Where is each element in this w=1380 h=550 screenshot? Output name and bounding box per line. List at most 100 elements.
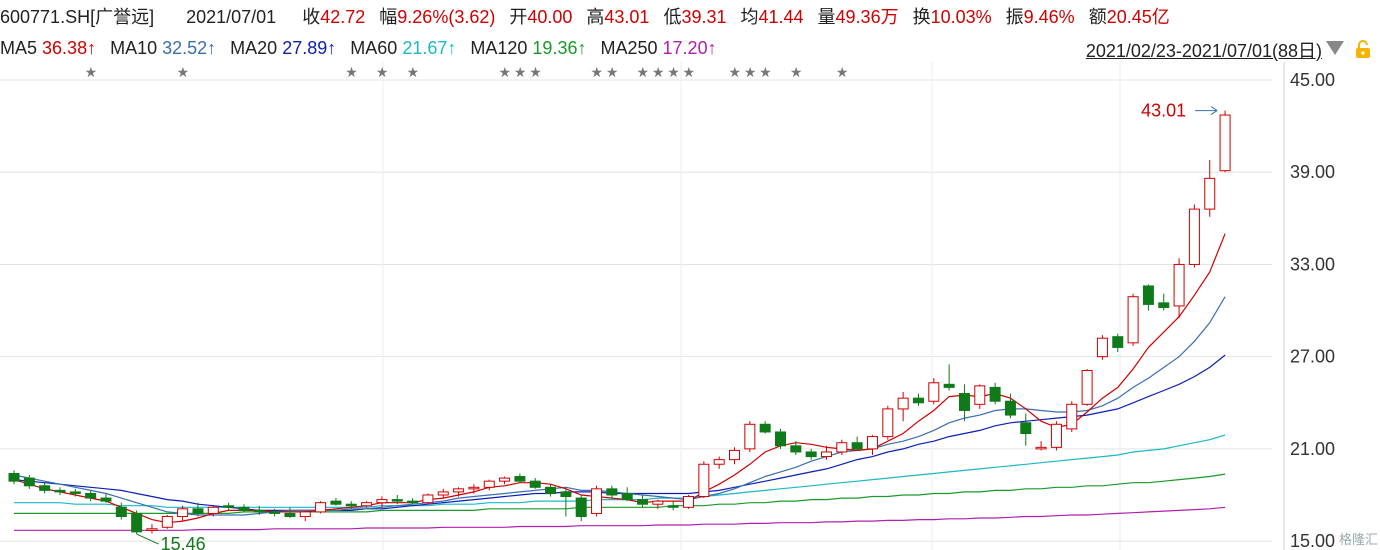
candle[interactable]: [146, 528, 158, 531]
candle[interactable]: [69, 491, 81, 494]
candle[interactable]: [698, 463, 710, 498]
candle[interactable]: [161, 516, 173, 528]
candle[interactable]: [115, 506, 127, 518]
candle[interactable]: [943, 383, 955, 388]
candle[interactable]: [391, 499, 403, 502]
candle[interactable]: [23, 477, 35, 487]
star-marker-icon: ★: [683, 64, 696, 80]
quote-field-label: 收: [302, 7, 321, 27]
candle[interactable]: [361, 502, 373, 507]
candle[interactable]: [974, 385, 986, 405]
candle[interactable]: [1173, 263, 1185, 307]
candle[interactable]: [192, 508, 204, 514]
candle[interactable]: [315, 502, 327, 513]
candle[interactable]: [560, 491, 572, 498]
date-range-selector[interactable]: 2021/02/23-2021/07/01(88日): [1085, 41, 1322, 61]
candle[interactable]: [637, 499, 649, 505]
candle[interactable]: [207, 506, 219, 514]
candle[interactable]: [422, 494, 434, 504]
candle[interactable]: [1142, 285, 1154, 305]
star-marker-icon: ★: [499, 64, 512, 80]
candle[interactable]: [744, 423, 756, 450]
candle[interactable]: [177, 508, 189, 518]
candle[interactable]: [1158, 302, 1170, 308]
candle[interactable]: [1050, 423, 1062, 448]
candle[interactable]: [468, 486, 480, 490]
candle[interactable]: [85, 492, 97, 499]
candle[interactable]: [376, 499, 388, 504]
candle[interactable]: [253, 509, 265, 513]
candle[interactable]: [437, 491, 449, 496]
lock-icon[interactable]: [1354, 40, 1372, 58]
candle[interactable]: [1188, 208, 1200, 265]
candle[interactable]: [514, 476, 526, 482]
star-marker-icon: ★: [376, 64, 389, 80]
ma-legend-item[interactable]: MA20 27.89↑: [230, 38, 336, 58]
stock-symbol[interactable]: 600771.SH[广誉远]: [0, 7, 155, 27]
candle[interactable]: [39, 485, 51, 491]
candle[interactable]: [882, 408, 894, 438]
star-marker-icon: ★: [836, 64, 849, 80]
candle[interactable]: [453, 488, 465, 493]
candle[interactable]: [223, 505, 235, 508]
candle[interactable]: [529, 480, 541, 488]
candle[interactable]: [866, 436, 878, 450]
candle[interactable]: [575, 497, 587, 518]
ma-legend-value: 36.38↑: [42, 38, 97, 58]
candle[interactable]: [713, 459, 725, 465]
candle[interactable]: [238, 506, 250, 511]
candle[interactable]: [1219, 114, 1231, 172]
candle[interactable]: [8, 472, 20, 482]
candle[interactable]: [958, 393, 970, 411]
candle[interactable]: [100, 497, 112, 502]
candle[interactable]: [928, 382, 940, 402]
candle[interactable]: [989, 386, 1001, 402]
ma-legend-item[interactable]: MA5 36.38↑: [0, 38, 96, 58]
candle[interactable]: [330, 500, 342, 505]
candle[interactable]: [1035, 446, 1047, 450]
ma-legend-item[interactable]: MA60 21.67↑: [350, 38, 456, 58]
candle[interactable]: [1004, 400, 1016, 416]
candle[interactable]: [606, 488, 618, 496]
candle[interactable]: [1081, 369, 1093, 405]
candle[interactable]: [683, 496, 695, 508]
candle[interactable]: [851, 442, 863, 450]
candle[interactable]: [820, 451, 832, 458]
quote-field: 振9.46%: [1006, 7, 1075, 27]
candle[interactable]: [284, 512, 296, 518]
candle[interactable]: [591, 488, 603, 514]
candle[interactable]: [790, 445, 802, 453]
candle[interactable]: [1112, 336, 1124, 348]
candle[interactable]: [775, 431, 786, 447]
candle[interactable]: [805, 451, 817, 458]
candle[interactable]: [407, 500, 419, 504]
candle[interactable]: [1096, 337, 1108, 358]
candle[interactable]: [621, 492, 633, 501]
candle[interactable]: [299, 511, 311, 518]
ma-legend-item[interactable]: MA250 17.20↑: [600, 38, 716, 58]
candle[interactable]: [545, 486, 557, 494]
candle[interactable]: [667, 505, 679, 508]
candle[interactable]: [1066, 403, 1078, 430]
candle[interactable]: [729, 449, 741, 461]
candle[interactable]: [1020, 422, 1032, 435]
candle[interactable]: [269, 511, 281, 514]
ma-legend-item[interactable]: MA120 19.36↑: [470, 38, 586, 58]
candle[interactable]: [897, 397, 909, 410]
candle[interactable]: [836, 442, 848, 453]
candle[interactable]: [1127, 296, 1139, 344]
candle[interactable]: [759, 423, 771, 433]
candle[interactable]: [345, 503, 357, 507]
candle[interactable]: [912, 397, 924, 404]
candle[interactable]: [1204, 177, 1216, 210]
candle[interactable]: [652, 500, 664, 505]
candle[interactable]: [499, 477, 511, 482]
triangle-down-icon[interactable]: [1326, 41, 1344, 55]
candle[interactable]: [483, 480, 495, 488]
ma-legend-label: MA250: [600, 38, 658, 58]
candle[interactable]: [131, 512, 143, 533]
ma250-line: [14, 506, 1226, 531]
candle[interactable]: [54, 489, 66, 493]
ma-legend-item[interactable]: MA10 32.52↑: [110, 38, 216, 58]
